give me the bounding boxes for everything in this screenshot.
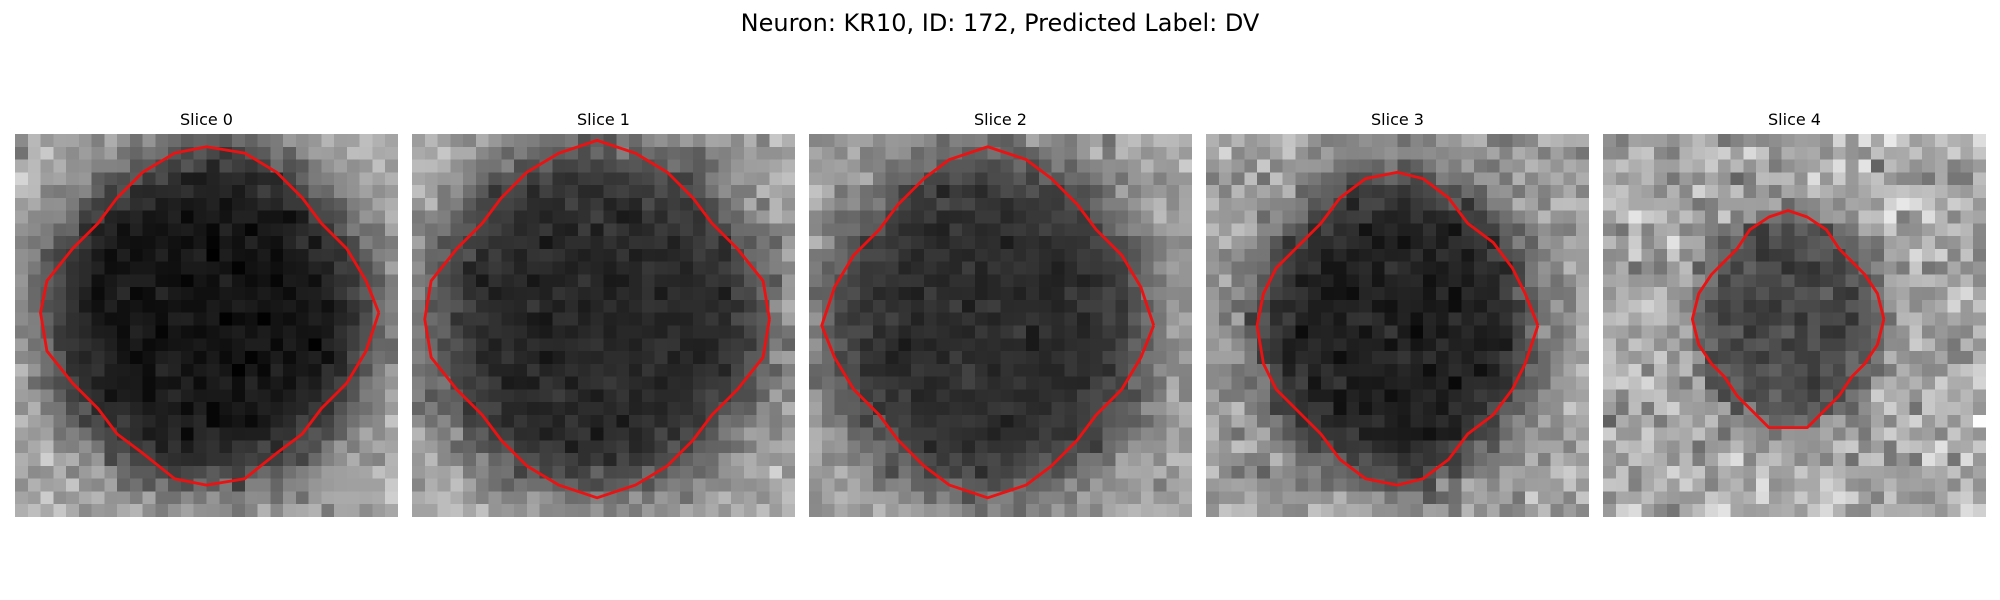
slice-title-1: Slice 1	[412, 108, 795, 132]
slice-title-3: Slice 3	[1206, 108, 1589, 132]
slice-title-0: Slice 0	[15, 108, 398, 132]
slice-panel-2: Slice 2	[809, 108, 1192, 518]
pixel-grid	[412, 134, 795, 517]
figure-title: Neuron: KR10, ID: 172, Predicted Label: …	[0, 6, 2000, 40]
slice-panel-3: Slice 3	[1206, 108, 1589, 518]
pixel-grid	[15, 134, 398, 517]
pixel-grid	[1603, 134, 1986, 517]
slice-image-1	[412, 134, 795, 517]
pixel-grid	[1206, 134, 1589, 517]
slice-panel-1: Slice 1	[412, 108, 795, 518]
slice-panel-4: Slice 4	[1603, 108, 1986, 518]
slice-image-3	[1206, 134, 1589, 517]
pixel-grid	[809, 134, 1192, 517]
slice-image-0	[15, 134, 398, 517]
slice-panel-0: Slice 0	[15, 108, 398, 518]
slice-title-2: Slice 2	[809, 108, 1192, 132]
slice-image-4	[1603, 134, 1986, 517]
slice-image-2	[809, 134, 1192, 517]
slice-title-4: Slice 4	[1603, 108, 1986, 132]
